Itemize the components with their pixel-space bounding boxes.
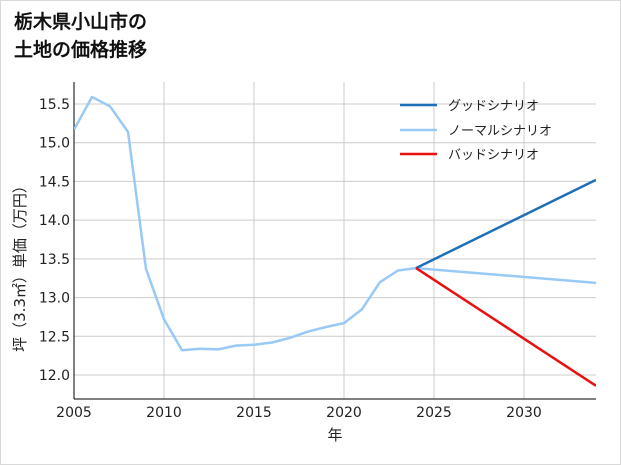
legend-label: バッドシナリオ bbox=[448, 148, 539, 163]
x-tick-label: 2020 bbox=[326, 405, 362, 421]
y-tick-label: 14.5 bbox=[39, 174, 70, 190]
x-axis-label: 年 bbox=[327, 426, 342, 444]
chart-title-line2: 土地の価格推移 bbox=[14, 39, 148, 61]
chart-title-line1: 栃木県小山市の bbox=[14, 11, 148, 33]
chart-title: 栃木県小山市の 土地の価格推移 bbox=[14, 8, 147, 64]
y-tick-label: 13.0 bbox=[39, 291, 70, 307]
x-tick-label: 2030 bbox=[506, 405, 542, 421]
series-line-1 bbox=[74, 95, 596, 352]
series-line-0 bbox=[415, 178, 596, 270]
y-tick-label: 13.5 bbox=[39, 252, 70, 268]
x-tick-label: 2010 bbox=[146, 405, 182, 421]
y-tick-label: 15.0 bbox=[39, 136, 70, 152]
x-tick-label: 2005 bbox=[56, 405, 92, 421]
legend-label: グッドシナリオ bbox=[448, 99, 539, 114]
series-line-2 bbox=[415, 267, 596, 387]
y-tick-label: 12.0 bbox=[39, 368, 70, 384]
y-tick-label: 14.0 bbox=[39, 213, 70, 229]
y-tick-label: 12.5 bbox=[39, 329, 70, 345]
y-tick-label: 15.5 bbox=[39, 97, 70, 113]
legend-label: ノーマルシナリオ bbox=[448, 124, 552, 139]
x-tick-label: 2015 bbox=[236, 405, 272, 421]
y-axis-label: 坪（3.3㎡）単価（万円） bbox=[11, 178, 29, 352]
x-tick-label: 2025 bbox=[416, 405, 452, 421]
